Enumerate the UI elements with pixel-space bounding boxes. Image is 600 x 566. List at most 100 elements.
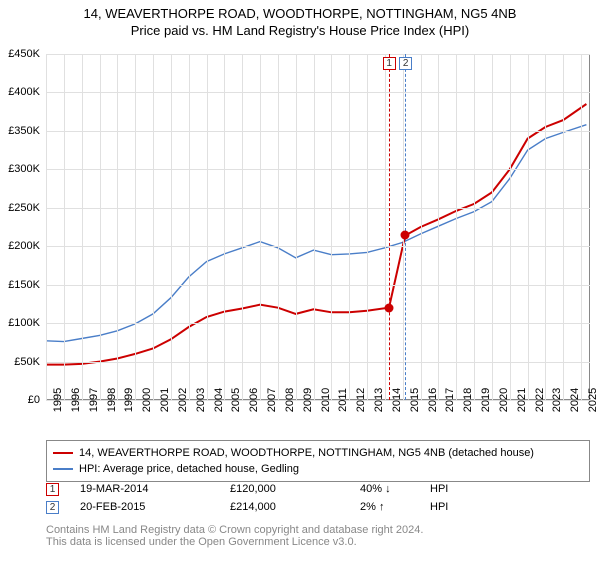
gridline-h: [46, 246, 590, 247]
gridline-v: [64, 54, 65, 400]
ytick-label: £200K: [8, 240, 46, 252]
table-row: 2 20-FEB-2015£214,0002% ↑HPI: [46, 498, 470, 516]
gridline-v: [403, 54, 404, 400]
ytick-label: £150K: [8, 279, 46, 291]
xtick-label: 2018: [456, 388, 474, 412]
gridline-v: [456, 54, 457, 400]
xtick-label: 2004: [207, 388, 225, 412]
chart-subtitle: Price paid vs. HM Land Registry's House …: [0, 23, 600, 38]
xtick-label: 1998: [100, 388, 118, 412]
gridline-h: [46, 323, 590, 324]
gridline-h: [46, 131, 590, 132]
gridline-v: [421, 54, 422, 400]
gridline-v: [314, 54, 315, 400]
gridline-v: [296, 54, 297, 400]
row-rel: HPI: [430, 483, 470, 495]
xtick-label: 2020: [492, 388, 510, 412]
legend-swatch: [53, 452, 73, 454]
row-date: 19-MAR-2014: [80, 483, 230, 495]
ytick-label: £50K: [14, 356, 46, 368]
xtick-label: 2008: [278, 388, 296, 412]
gridline-v: [581, 54, 582, 400]
gridline-v: [563, 54, 564, 400]
xtick-label: 2019: [474, 388, 492, 412]
gridline-v: [100, 54, 101, 400]
chart-title: 14, WEAVERTHORPE ROAD, WOODTHORPE, NOTTI…: [0, 6, 600, 21]
chart-svg: [46, 54, 590, 400]
ytick-label: £250K: [8, 202, 46, 214]
row-pct: 40% ↓: [360, 483, 430, 495]
gridline-v: [82, 54, 83, 400]
chart-container: 14, WEAVERTHORPE ROAD, WOODTHORPE, NOTTI…: [0, 6, 600, 566]
gridline-h: [46, 92, 590, 93]
gridline-v: [438, 54, 439, 400]
ytick-label: £400K: [8, 86, 46, 98]
gridline-h: [46, 169, 590, 170]
gridline-v: [46, 54, 47, 400]
row-pct: 2% ↑: [360, 501, 430, 513]
xtick-label: 1996: [64, 388, 82, 412]
gridline-v: [545, 54, 546, 400]
ytick-label: £450K: [8, 48, 46, 60]
xtick-label: 2005: [224, 388, 242, 412]
xtick-label: 2016: [421, 388, 439, 412]
row-marker: 2: [46, 501, 59, 514]
gridline-h: [46, 208, 590, 209]
gridline-v: [474, 54, 475, 400]
xtick-label: 2023: [545, 388, 563, 412]
footer-text: Contains HM Land Registry data © Crown c…: [46, 524, 423, 548]
gridline-v: [367, 54, 368, 400]
gridline-v: [492, 54, 493, 400]
xtick-label: 2002: [171, 388, 189, 412]
gridline-v: [117, 54, 118, 400]
gridline-v: [528, 54, 529, 400]
event-marker: 1: [383, 57, 396, 70]
gridline-v: [207, 54, 208, 400]
event-dot: [384, 303, 393, 312]
xtick-label: 2000: [135, 388, 153, 412]
row-marker: 1: [46, 483, 59, 496]
xtick-label: 1997: [82, 388, 100, 412]
legend-label: 14, WEAVERTHORPE ROAD, WOODTHORPE, NOTTI…: [79, 447, 534, 459]
xtick-label: 1999: [117, 388, 135, 412]
series-line: [46, 104, 586, 365]
xtick-label: 2017: [438, 388, 456, 412]
xtick-label: 2024: [563, 388, 581, 412]
gridline-v: [278, 54, 279, 400]
ytick-label: £0: [28, 394, 46, 406]
footer-line1: Contains HM Land Registry data © Crown c…: [46, 524, 423, 536]
xtick-label: 2006: [242, 388, 260, 412]
gridline-v: [153, 54, 154, 400]
row-date: 20-FEB-2015: [80, 501, 230, 513]
row-rel: HPI: [430, 501, 470, 513]
xtick-label: 2009: [296, 388, 314, 412]
table-row: 1 19-MAR-2014£120,00040% ↓HPI: [46, 480, 470, 498]
gridline-v: [331, 54, 332, 400]
row-price: £120,000: [230, 483, 360, 495]
legend-swatch: [53, 468, 73, 470]
ytick-label: £350K: [8, 125, 46, 137]
xtick-label: 2013: [367, 388, 385, 412]
event-dot: [401, 231, 410, 240]
xtick-label: 2022: [528, 388, 546, 412]
gridline-v: [385, 54, 386, 400]
gridline-v: [510, 54, 511, 400]
xtick-label: 2011: [331, 388, 349, 412]
xtick-label: 2012: [349, 388, 367, 412]
gridline-v: [171, 54, 172, 400]
legend: 14, WEAVERTHORPE ROAD, WOODTHORPE, NOTTI…: [46, 440, 590, 482]
event-line: [405, 54, 406, 400]
transaction-table: 1 19-MAR-2014£120,00040% ↓HPI 2 20-FEB-2015…: [46, 480, 470, 516]
gridline-h: [46, 285, 590, 286]
legend-row: HPI: Average price, detached house, Gedl…: [53, 461, 583, 477]
xtick-label: 2014: [385, 388, 403, 412]
gridline-v: [349, 54, 350, 400]
xtick-label: 2007: [260, 388, 278, 412]
xtick-label: 2001: [153, 388, 171, 412]
row-price: £214,000: [230, 501, 360, 513]
gridline-v: [224, 54, 225, 400]
gridline-h: [46, 362, 590, 363]
xtick-label: 2010: [314, 388, 332, 412]
gridline-v: [260, 54, 261, 400]
event-line: [389, 54, 390, 400]
